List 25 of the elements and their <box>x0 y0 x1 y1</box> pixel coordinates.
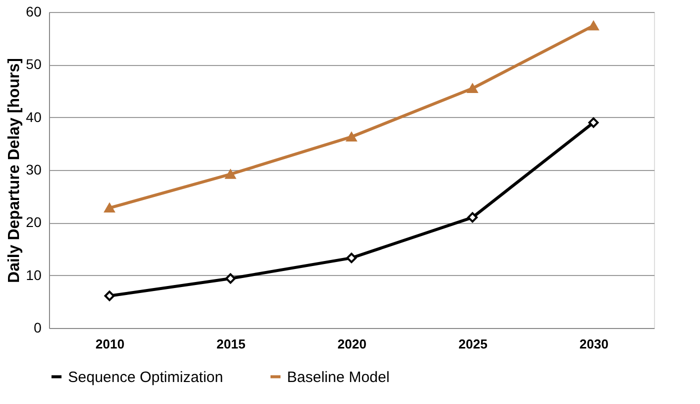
y-tick-label: 30 <box>26 162 42 178</box>
point <box>588 117 599 128</box>
point <box>225 170 236 179</box>
y-tick-label: 0 <box>34 320 42 336</box>
legend-label: Baseline Model <box>287 368 390 386</box>
legend-label: Sequence Optimization <box>68 368 224 386</box>
y-axis-title: Daily Departure Delay [hours] <box>6 58 23 283</box>
point <box>346 132 357 142</box>
x-tick-label: 2010 <box>96 336 124 352</box>
x-tick-label: 2030 <box>580 336 608 352</box>
point <box>467 212 478 223</box>
y-tick-label: 20 <box>26 214 42 230</box>
point <box>588 21 599 30</box>
point <box>346 252 357 264</box>
x-tick-label: 2020 <box>338 336 366 352</box>
point <box>467 84 478 93</box>
y-tick-label: 10 <box>26 266 42 283</box>
x-tick-label: 2025 <box>458 336 488 352</box>
y-tick-label: 60 <box>26 4 42 20</box>
point <box>104 290 115 302</box>
point <box>225 273 236 284</box>
point <box>104 203 115 213</box>
y-tick-label: 50 <box>26 56 42 72</box>
x-tick-label: 2015 <box>216 336 246 352</box>
y-tick-label: 40 <box>26 108 42 125</box>
